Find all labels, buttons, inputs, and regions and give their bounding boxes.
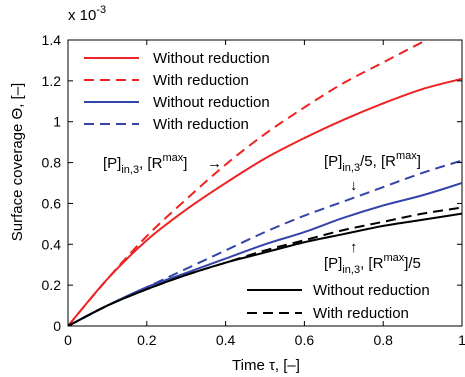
y-tick-label: 0 <box>53 318 61 334</box>
y-tick-label: 1.4 <box>42 32 62 48</box>
y-tick-label: 0.8 <box>42 155 62 171</box>
annotation-red-arrow: → <box>207 155 222 172</box>
series-red-solid <box>68 77 462 326</box>
series-black-dashed <box>68 206 462 326</box>
legend-label-red-dashed: With reduction <box>153 72 249 89</box>
legend-top: Without reduction With reduction Without… <box>84 50 270 133</box>
x-tick-label: 0.2 <box>137 332 157 348</box>
y-tick-label: 0.4 <box>42 236 62 252</box>
y-multiplier-exponent: -3 <box>96 4 106 16</box>
y-tick-label: 0.6 <box>42 195 62 211</box>
y-multiplier-label: x 10-3 <box>68 4 106 24</box>
tick-labels: 0 0.2 0.4 0.6 0.8 1 0 0.2 0.4 0.6 0.8 1 1.2 1.4 <box>42 32 465 348</box>
y-tick-label: 1.2 <box>42 73 62 89</box>
y-tick-label: 0.2 <box>42 277 62 293</box>
x-tick-label: 0.6 <box>295 332 315 348</box>
annotation-blue-text: [P]in,3/5, [Rmax] <box>324 150 421 174</box>
x-tick-label: 1 <box>458 332 465 348</box>
annotation-blue-arrow: ↓ <box>350 177 358 194</box>
series-blue-dashed <box>68 159 462 326</box>
legend-bottom: Without reduction With reduction <box>247 282 430 322</box>
x-tick-label: 0 <box>64 332 72 348</box>
annotation-blue: [P]in,3/5, [Rmax] ↓ <box>324 150 421 194</box>
y-multiplier-base: x 10 <box>68 7 96 24</box>
legend-label-red-solid: Without reduction <box>153 50 270 67</box>
series-red-dashed <box>68 40 430 326</box>
y-tick-label: 1 <box>53 114 61 130</box>
x-tick-label: 0.4 <box>216 332 236 348</box>
annotation-red: [P]in,3, [Rmax] → <box>103 152 222 176</box>
series-black-solid <box>68 212 462 326</box>
annotation-black-arrow: ↑ <box>350 239 358 256</box>
annotation-black: ↑ [P]in,3, [Rmax]/5 <box>324 239 421 276</box>
series-blue-solid <box>68 182 462 326</box>
x-axis-label: Time τ, [–] <box>232 357 300 374</box>
legend-label-black-dashed: With reduction <box>313 305 409 322</box>
x-tick-label: 0.8 <box>373 332 393 348</box>
legend-label-black-solid: Without reduction <box>313 282 430 299</box>
y-axis-label: Surface coverage Θ, [–] <box>9 83 26 241</box>
series-lines <box>68 40 462 326</box>
annotation-red-text: [P]in,3, [Rmax] <box>103 152 187 176</box>
legend-label-blue-dashed: With reduction <box>153 116 249 133</box>
annotation-black-text: [P]in,3, [Rmax]/5 <box>324 252 421 276</box>
legend-label-blue-solid: Without reduction <box>153 94 270 111</box>
